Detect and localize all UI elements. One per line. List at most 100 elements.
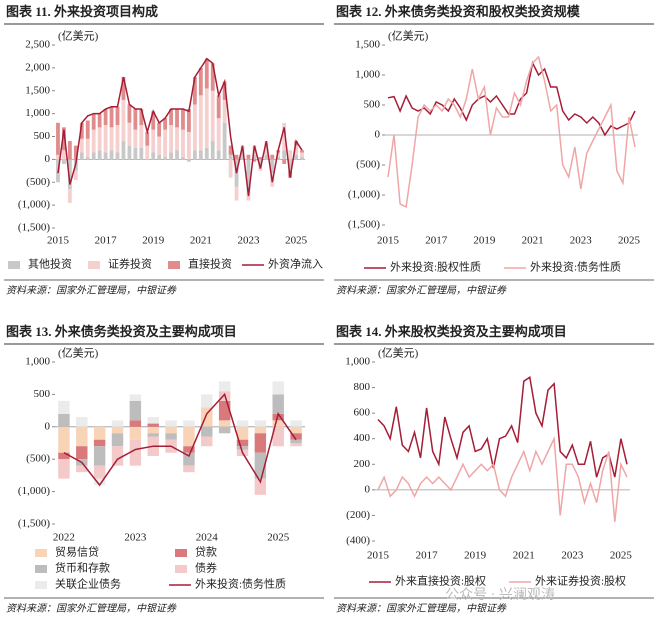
bar <box>272 420 284 427</box>
bar <box>169 109 173 126</box>
bar <box>97 127 102 151</box>
bar <box>139 109 144 126</box>
y-tick-label: 600 <box>354 407 371 419</box>
bar <box>58 426 70 453</box>
bar <box>300 152 304 158</box>
bar <box>288 159 293 171</box>
bar <box>91 113 96 130</box>
bar <box>85 138 90 158</box>
bar <box>97 113 102 128</box>
bar <box>76 417 88 427</box>
x-tick-label: 2023 <box>124 532 147 544</box>
bar <box>163 129 168 158</box>
bar <box>115 125 120 153</box>
watermark: 公众号 · 兴澜观涛 <box>445 587 555 603</box>
y-tick-label: 800 <box>354 381 371 393</box>
bar <box>111 420 124 427</box>
bar <box>129 426 142 440</box>
bar <box>290 443 302 447</box>
x-tick-label: 2023 <box>561 550 584 562</box>
bar <box>290 439 302 443</box>
bar <box>282 122 287 151</box>
bar <box>133 129 138 148</box>
bar <box>272 394 284 414</box>
y-tick-label: 0 <box>45 420 51 432</box>
bar <box>198 150 203 160</box>
bar <box>91 152 96 160</box>
x-tick-label: 2022 <box>53 532 75 544</box>
bar <box>294 145 298 155</box>
bar <box>288 150 293 160</box>
bar <box>264 154 269 160</box>
bar <box>294 154 298 160</box>
bar <box>147 417 159 424</box>
bar <box>163 118 168 130</box>
bar <box>62 159 66 164</box>
x-tick-label: 2025 <box>285 235 308 247</box>
bar <box>67 141 72 160</box>
bar <box>58 400 70 414</box>
bar <box>91 129 96 153</box>
bar <box>129 394 142 401</box>
bar <box>163 157 168 160</box>
bar <box>157 122 162 137</box>
bar <box>62 150 66 160</box>
legend-label: 外来直接投资:股权 <box>395 574 486 588</box>
bar <box>282 150 287 160</box>
bar <box>181 129 185 158</box>
bar <box>300 150 304 153</box>
bar <box>175 150 179 160</box>
bar <box>97 150 102 160</box>
bar <box>192 77 197 105</box>
bar <box>169 125 173 153</box>
bar <box>151 129 156 153</box>
bar <box>85 120 90 139</box>
bar <box>290 426 302 434</box>
bar <box>165 433 177 440</box>
bar <box>222 81 227 100</box>
bar <box>270 159 275 174</box>
legend-label: 直接投资 <box>188 257 232 271</box>
bar <box>129 420 142 427</box>
bar <box>127 122 132 146</box>
bar <box>222 122 227 160</box>
bar <box>165 420 177 427</box>
bar <box>218 381 231 392</box>
y-tick-label: 1,500 <box>25 84 50 96</box>
bar <box>252 154 257 160</box>
bar <box>181 109 185 130</box>
chart-title: 图表 12. 外来债务类投资和股权类投资规模 <box>336 4 581 19</box>
bar <box>115 152 120 160</box>
y-tick-label: 1,500 <box>355 39 380 51</box>
x-tick-label: 2019 <box>464 550 487 562</box>
x-tick-label: 2015 <box>377 235 400 247</box>
x-tick-label: 2019 <box>473 235 496 247</box>
bar <box>228 145 233 155</box>
y-tick-label: 1,000 <box>25 107 50 119</box>
bar <box>272 381 284 395</box>
bar <box>183 446 195 453</box>
bar <box>201 394 213 408</box>
x-tick-label: 2021 <box>513 550 535 562</box>
bar <box>187 131 191 160</box>
line-series <box>377 435 628 522</box>
bar <box>210 63 215 91</box>
y-tick-label: (500) <box>26 176 50 188</box>
bar <box>103 152 108 160</box>
bar <box>254 452 267 479</box>
bar <box>111 426 124 434</box>
bar <box>218 400 231 421</box>
bar <box>236 426 249 440</box>
bar <box>216 118 221 151</box>
y-tick-label: (1,500) <box>348 219 380 231</box>
y-tick-label: 400 <box>354 432 371 444</box>
bar <box>93 426 106 440</box>
y-tick-label: (1,000) <box>348 189 380 201</box>
bar <box>145 145 150 160</box>
bar <box>56 154 60 160</box>
bar <box>109 150 114 160</box>
bar <box>93 446 106 466</box>
legend-label: 贷款 <box>195 545 217 559</box>
bar <box>109 127 114 151</box>
legend-swatch <box>175 549 187 557</box>
